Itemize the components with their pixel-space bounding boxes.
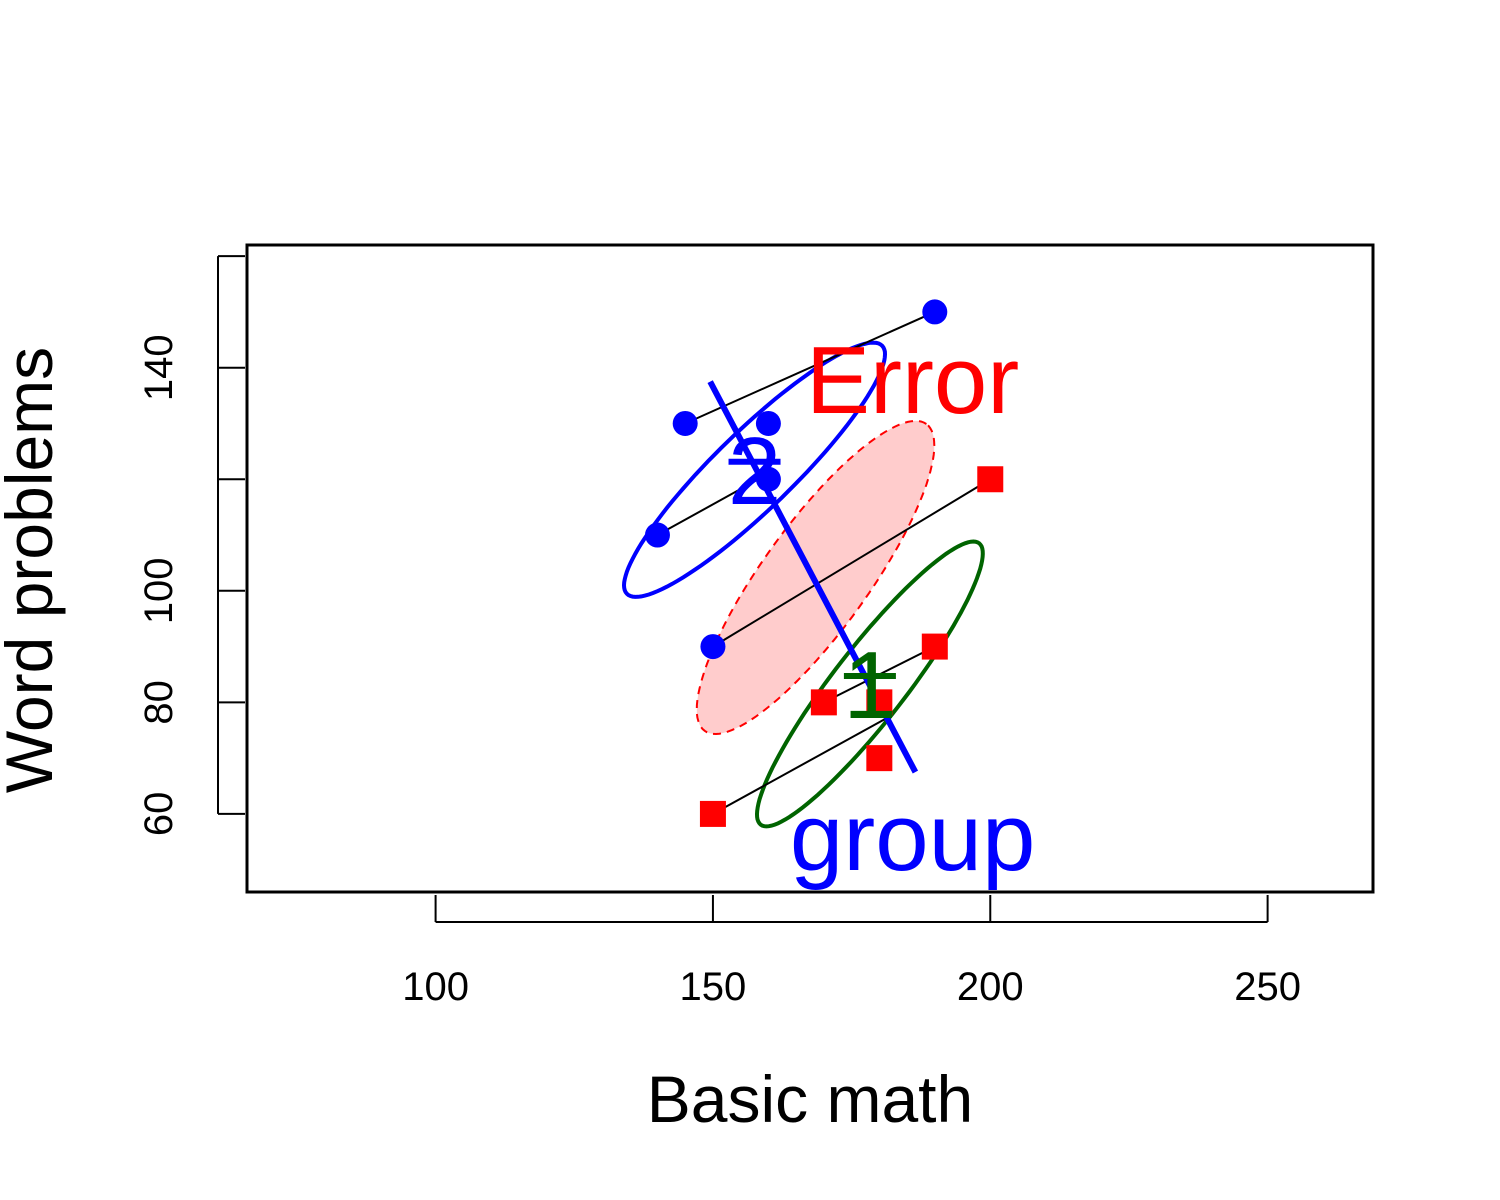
- x-tick-label: 150: [680, 965, 747, 1009]
- annotation-label: 1: [843, 632, 896, 739]
- plot-frame: [245, 243, 1375, 894]
- x-tick-label: 250: [1234, 965, 1301, 1009]
- data-point-group-2: [755, 410, 781, 436]
- x-axis-title: Basic math: [647, 1062, 973, 1136]
- fit-line: [656, 472, 769, 536]
- fit-line: [712, 718, 886, 815]
- data-point-group-1: [699, 800, 726, 827]
- labels-layer: Error group 12: [728, 327, 1036, 891]
- annotation-label: 2: [728, 418, 781, 525]
- y-axis-title: Word problems: [0, 347, 66, 793]
- x-tick-label: 200: [957, 965, 1024, 1009]
- data-point-group-2: [672, 410, 698, 436]
- x-tick-label: 100: [402, 965, 469, 1009]
- data-point-group-1: [921, 633, 948, 660]
- fit-line: [684, 311, 936, 425]
- annotation-label: group: [790, 784, 1036, 891]
- ellipse-group-1: [754, 539, 985, 829]
- data-point-group-1: [866, 745, 893, 772]
- fit-line: [712, 478, 991, 648]
- points-layer: [644, 299, 1004, 827]
- annotation-label: Error: [806, 327, 1019, 434]
- data-point-group-2: [644, 522, 670, 548]
- y-axis: 60 80 100 140: [137, 255, 245, 837]
- y-tick-label: 140: [137, 334, 181, 401]
- data-point-group-2: [700, 634, 726, 660]
- y-tick-label: 80: [137, 680, 181, 725]
- data-point-group-1: [810, 689, 837, 716]
- data-point-group-2: [755, 466, 781, 492]
- y-tick-label: 60: [137, 792, 181, 837]
- data-point-group-1: [866, 689, 893, 716]
- y-tick-label: 100: [137, 557, 181, 624]
- x-axis: 100 150 200 250: [402, 895, 1301, 1009]
- data-point-group-1: [977, 466, 1004, 493]
- fit-lines-layer: [656, 311, 991, 815]
- data-point-group-2: [922, 299, 948, 325]
- ellipse-group-2: [621, 340, 888, 599]
